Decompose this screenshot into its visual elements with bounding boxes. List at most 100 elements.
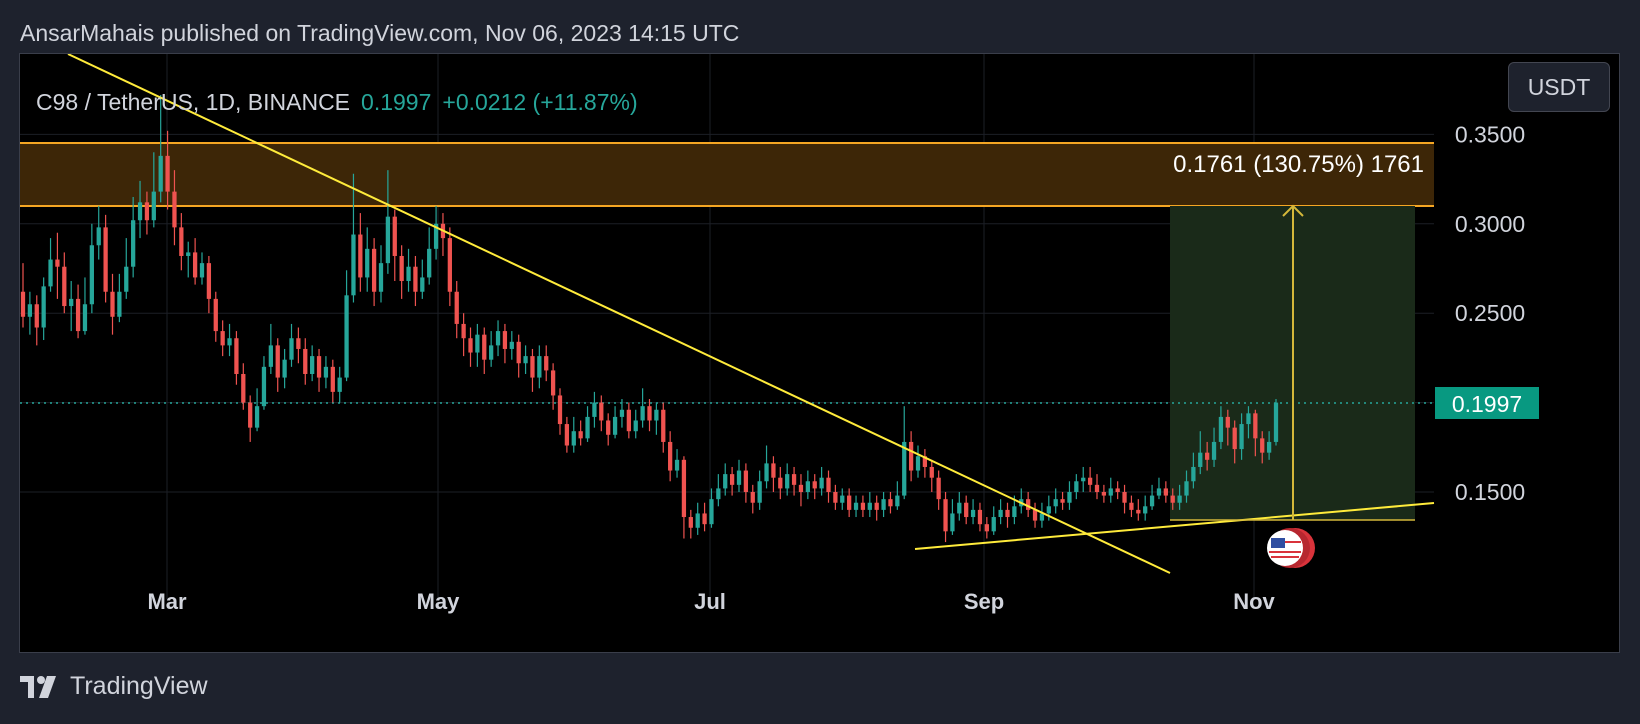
candle-body bbox=[151, 191, 156, 221]
candle bbox=[1191, 452, 1196, 489]
candle bbox=[895, 481, 900, 510]
candle-body bbox=[1205, 452, 1210, 460]
candle-body bbox=[433, 223, 439, 249]
candle bbox=[888, 492, 893, 514]
candle bbox=[1136, 499, 1141, 521]
us-flag-event-icon[interactable] bbox=[1267, 528, 1315, 568]
footer-brand[interactable]: TradingView bbox=[20, 672, 208, 701]
candle-body bbox=[41, 286, 46, 328]
candles bbox=[20, 95, 1279, 543]
candle-body bbox=[798, 484, 804, 492]
candle bbox=[936, 470, 941, 510]
price-chart[interactable]: 0.1761 (130.75%) 1761 0.3500 0.3000 0.2500… bbox=[20, 54, 1620, 653]
candle-body bbox=[950, 513, 955, 532]
candle bbox=[482, 327, 487, 374]
candle-body bbox=[757, 481, 762, 503]
candle-body bbox=[1266, 441, 1272, 453]
candle-body bbox=[1143, 506, 1148, 514]
candle bbox=[1143, 495, 1148, 521]
candle bbox=[750, 484, 755, 514]
candle bbox=[922, 449, 928, 478]
candle-body bbox=[654, 409, 659, 421]
candle-body bbox=[268, 345, 273, 367]
candle-body bbox=[378, 263, 384, 292]
candle-body bbox=[261, 366, 267, 407]
candle-body bbox=[144, 202, 150, 221]
arrow-head-icon bbox=[1282, 204, 1304, 217]
candle-body bbox=[736, 470, 742, 485]
candle bbox=[853, 495, 859, 518]
last-price: 0.1997 bbox=[361, 89, 432, 115]
candle bbox=[344, 270, 349, 382]
candle-body bbox=[1198, 452, 1203, 467]
y-axis-tick-label: 0.1500 bbox=[1455, 479, 1525, 505]
candle-body bbox=[1253, 413, 1258, 439]
candle-body bbox=[640, 406, 645, 421]
candle bbox=[1129, 495, 1134, 518]
candle bbox=[661, 402, 666, 453]
candle-body bbox=[75, 298, 81, 332]
candle bbox=[475, 323, 480, 367]
candle-body bbox=[661, 409, 666, 442]
candle-body bbox=[385, 216, 391, 264]
candle-body bbox=[922, 456, 928, 467]
candle-body bbox=[420, 277, 425, 292]
candle bbox=[1101, 484, 1107, 503]
candle bbox=[110, 273, 115, 335]
candle-body bbox=[1074, 481, 1079, 492]
candle bbox=[20, 263, 26, 328]
candle bbox=[268, 323, 273, 374]
candle-body bbox=[530, 356, 535, 378]
candle-body bbox=[1170, 495, 1175, 503]
candle bbox=[826, 470, 831, 503]
candle-body bbox=[296, 338, 301, 349]
candle-body bbox=[509, 341, 514, 349]
candle-body bbox=[1060, 499, 1065, 503]
candle bbox=[489, 331, 494, 367]
candle bbox=[991, 506, 996, 535]
candle bbox=[454, 281, 459, 339]
candle bbox=[151, 152, 156, 228]
candle-body bbox=[791, 474, 797, 485]
candle bbox=[681, 456, 687, 539]
candle bbox=[124, 238, 129, 299]
candle bbox=[984, 517, 989, 539]
candle-body bbox=[413, 266, 418, 292]
candle-body bbox=[365, 248, 370, 278]
candle bbox=[186, 241, 191, 278]
candle-body bbox=[241, 373, 246, 403]
candle bbox=[1163, 481, 1168, 503]
candle-body bbox=[847, 495, 852, 510]
candle-body bbox=[461, 323, 466, 339]
candle bbox=[764, 445, 769, 489]
candle bbox=[392, 209, 397, 282]
candle-body bbox=[998, 509, 1003, 518]
candle bbox=[1039, 502, 1045, 528]
candle-body bbox=[392, 216, 397, 256]
candle-body bbox=[668, 441, 673, 471]
candle-body bbox=[1225, 416, 1230, 428]
candle-body bbox=[1101, 492, 1107, 496]
candle bbox=[69, 281, 74, 332]
candle bbox=[144, 191, 150, 235]
chart-pane[interactable]: 0.1761 (130.75%) 1761 0.3500 0.3000 0.2500… bbox=[19, 53, 1620, 653]
resistance-zone bbox=[20, 143, 1434, 206]
candle bbox=[688, 509, 693, 539]
candle-body bbox=[275, 345, 280, 378]
candle bbox=[323, 356, 329, 389]
candle bbox=[1122, 484, 1127, 514]
currency-button[interactable]: USDT bbox=[1508, 62, 1610, 112]
candle-body bbox=[248, 402, 253, 428]
candle bbox=[378, 245, 384, 303]
current-price-label-bg bbox=[1435, 387, 1539, 419]
symbol-info[interactable]: C98 / TetherUS, 1D, BINANCE bbox=[36, 89, 351, 115]
candle-body bbox=[805, 481, 810, 492]
candle bbox=[578, 420, 583, 446]
candle bbox=[1177, 484, 1182, 510]
candle-body bbox=[1087, 477, 1093, 485]
candle bbox=[254, 388, 260, 432]
candle-body bbox=[977, 509, 983, 525]
candle bbox=[1108, 477, 1113, 503]
candle bbox=[220, 320, 225, 357]
candle bbox=[626, 402, 631, 439]
